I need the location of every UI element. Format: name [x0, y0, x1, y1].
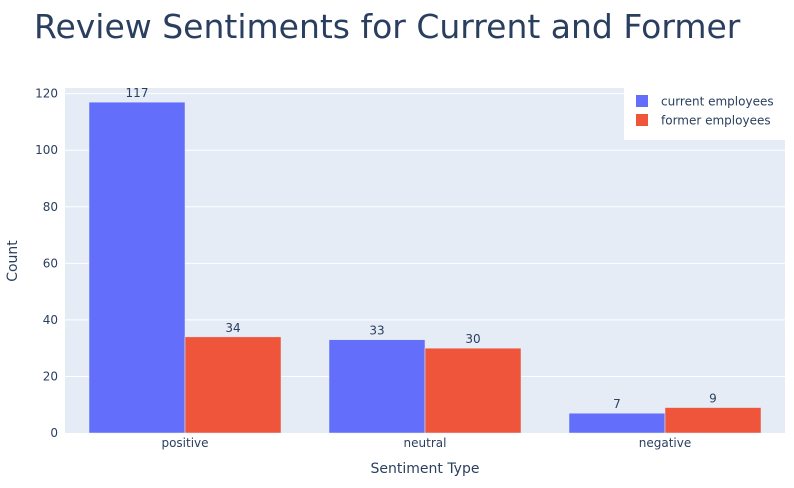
y-tick-label: 0 — [50, 426, 58, 440]
bar-former-employees-neutral[interactable] — [424, 347, 522, 434]
bar-former-employees-positive[interactable] — [184, 336, 282, 434]
bar-current-employees-positive[interactable] — [88, 101, 186, 434]
x-axis-title: Sentiment Type — [371, 461, 480, 477]
data-label: 33 — [369, 324, 384, 338]
data-label: 117 — [126, 86, 149, 100]
x-tick-label: negative — [639, 436, 691, 450]
chart-title: Review Sentiments for Current and Former — [34, 7, 741, 46]
legend-box — [624, 88, 785, 140]
y-tick-label: 120 — [35, 87, 58, 101]
x-axis-ticks: positive neutral negative — [161, 436, 691, 450]
legend-entry: former employees — [661, 114, 771, 128]
x-tick-label: positive — [161, 436, 208, 450]
legend-swatch — [636, 95, 648, 107]
y-tick-label: 20 — [43, 369, 58, 383]
data-label: 30 — [465, 332, 480, 346]
y-tick-label: 60 — [43, 256, 58, 270]
y-axis-ticks: 0 20 40 60 80 100 120 — [35, 87, 58, 440]
data-label: 9 — [709, 392, 717, 406]
y-tick-label: 80 — [43, 200, 58, 214]
y-tick-label: 100 — [35, 143, 58, 157]
bar-former-employees-negative[interactable] — [664, 407, 762, 434]
legend-entry: current employees — [661, 95, 774, 109]
data-labels: 117 34 33 30 7 9 — [126, 86, 717, 411]
data-label: 7 — [613, 397, 621, 411]
legend[interactable]: current employees former employees — [624, 88, 785, 140]
bars — [88, 101, 762, 434]
x-tick-label: neutral — [404, 436, 447, 450]
bar-current-employees-negative[interactable] — [568, 412, 666, 434]
data-label: 34 — [225, 321, 240, 335]
y-axis-title: Count — [5, 240, 21, 282]
bar-current-employees-neutral[interactable] — [328, 339, 426, 434]
legend-swatch — [636, 114, 648, 126]
y-tick-label: 40 — [43, 313, 58, 327]
